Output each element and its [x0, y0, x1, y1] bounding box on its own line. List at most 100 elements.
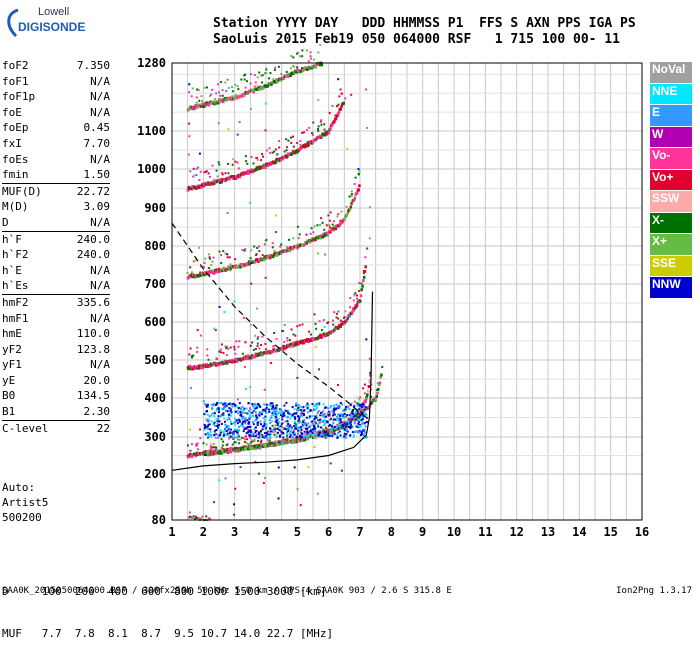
echo-point — [227, 347, 230, 350]
echo-point — [376, 382, 379, 385]
echo-point — [292, 429, 295, 432]
echo-point — [300, 411, 303, 414]
echo-point — [305, 424, 308, 427]
echo-point — [227, 128, 230, 131]
echo-point — [251, 411, 254, 414]
echo-point — [203, 104, 206, 108]
echo-point — [266, 84, 270, 88]
echo-point — [231, 403, 234, 406]
echo-point — [218, 479, 221, 482]
echo-point — [366, 389, 370, 393]
echo-point — [199, 271, 202, 275]
x-tick-label: 15 — [603, 525, 617, 539]
echo-point — [356, 396, 359, 399]
echo-point — [297, 408, 300, 411]
echo-point — [349, 415, 352, 418]
echo-point — [237, 345, 240, 348]
echo-point — [248, 433, 251, 436]
echo-point — [337, 310, 340, 313]
echo-point — [191, 356, 194, 359]
echo-point — [231, 443, 234, 446]
auto-code: 500200 — [2, 511, 42, 524]
echo-point — [207, 358, 210, 361]
echo-point — [275, 427, 278, 430]
echo-point — [363, 408, 366, 411]
echo-point — [209, 94, 212, 97]
echo-point — [317, 410, 320, 413]
echo-point — [281, 157, 284, 161]
echo-point — [257, 403, 260, 406]
echo-point — [274, 424, 277, 427]
param-row: hmF2 335.6 — [2, 293, 110, 311]
echo-point — [193, 517, 196, 520]
y-tick-label: 1280 — [137, 56, 166, 70]
echo-point — [285, 245, 288, 248]
echo-point — [289, 434, 292, 437]
echo-point — [299, 55, 302, 58]
echo-point — [214, 424, 217, 427]
echo-point — [219, 431, 222, 434]
echo-point — [332, 220, 335, 223]
echo-point — [238, 263, 241, 267]
echo-point — [235, 447, 238, 451]
param-name: h`E — [2, 263, 22, 277]
echo-point — [280, 431, 283, 434]
echo-point — [334, 227, 338, 231]
echo-point — [329, 127, 332, 131]
echo-point — [374, 398, 378, 402]
echo-point — [200, 95, 203, 98]
echo-point — [338, 406, 341, 409]
echo-point — [222, 435, 225, 438]
echo-point — [322, 413, 325, 416]
echo-point — [197, 89, 200, 92]
echo-point — [281, 415, 284, 418]
echo-point — [249, 169, 252, 173]
echo-point — [192, 175, 195, 178]
param-value: 123.8 — [76, 342, 110, 356]
echo-point — [268, 408, 271, 411]
echo-point — [188, 353, 191, 356]
echo-point — [275, 153, 278, 156]
echo-point — [262, 417, 265, 420]
echo-point — [333, 226, 336, 230]
x-tick-label: 1 — [168, 525, 175, 539]
echo-point — [346, 428, 349, 431]
echo-point — [244, 73, 247, 76]
echo-point — [364, 406, 367, 409]
echo-point — [357, 173, 360, 176]
echo-point — [335, 316, 338, 319]
echo-point — [234, 428, 237, 431]
echo-point — [370, 395, 373, 398]
echo-point — [213, 501, 216, 504]
echo-point — [207, 405, 210, 408]
echo-point — [301, 422, 304, 425]
echo-point — [336, 215, 339, 218]
echo-point — [317, 129, 320, 132]
echo-point — [228, 418, 231, 421]
auto-info: Auto: Artist5 500200 — [2, 480, 48, 525]
echo-point — [307, 466, 310, 469]
echo-point — [245, 412, 248, 415]
echo-point — [332, 418, 335, 421]
echo-point — [337, 317, 340, 320]
echo-point — [332, 422, 335, 425]
echo-point — [224, 96, 227, 100]
echo-point — [342, 409, 345, 412]
echo-point — [342, 101, 346, 105]
echo-point — [306, 141, 310, 145]
echo-point — [270, 433, 273, 436]
echo-point — [355, 418, 358, 421]
echo-point — [257, 87, 261, 91]
echo-point — [367, 385, 371, 389]
echo-point — [231, 86, 234, 89]
echo-point — [278, 411, 281, 414]
echo-point — [262, 408, 265, 411]
echo-point — [278, 140, 281, 143]
echo-point — [211, 260, 214, 263]
echo-point — [222, 352, 225, 355]
echo-point — [358, 398, 361, 401]
echo-point — [228, 431, 231, 434]
echo-point — [298, 421, 301, 424]
echo-point — [326, 232, 330, 236]
echo-point — [344, 97, 347, 100]
